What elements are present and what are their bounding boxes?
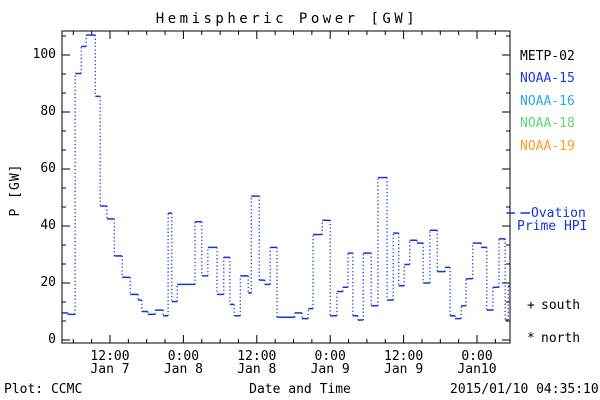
x-tick-date-label: Jan 9	[310, 362, 350, 377]
legend-item-noaa-15: NOAA-15	[520, 71, 575, 87]
x-tick-date-label: Jan 8	[163, 362, 203, 377]
x-tick-time-label: 12:00	[384, 349, 424, 364]
y-tick-label: 80	[40, 104, 56, 119]
axis-ticks	[62, 31, 510, 343]
x-tick-date-label: Jan10	[457, 362, 497, 377]
y-tick-label: 60	[40, 161, 56, 176]
ovation-legend-line2: Prime HPI	[517, 219, 588, 234]
y-tick-label: 100	[32, 47, 56, 62]
y-tick-label: 20	[40, 275, 56, 290]
legend-item-noaa-19: NOAA-19	[520, 138, 575, 154]
x-tick-date-label: Jan 7	[90, 362, 130, 377]
chart-title: Hemispheric Power [GW]	[155, 11, 419, 27]
x-tick-time-label: 12:00	[237, 349, 277, 364]
x-tick-date-label: Jan 9	[384, 362, 424, 377]
footer-plot-source: Plot: CCMC	[4, 382, 83, 397]
x-tick-time-label: 0:00	[167, 349, 200, 364]
legend-south: + south	[527, 299, 580, 312]
legend-item-noaa-18: NOAA-18	[520, 116, 575, 132]
legend-south-label: south	[541, 298, 581, 313]
legend-north: * north	[527, 332, 580, 345]
legend-item-metp-02: METP-02	[520, 49, 575, 64]
x-tick-date-label: Jan 8	[237, 362, 277, 377]
footer-timestamp: 2015/01/10 04:35:10	[450, 382, 599, 397]
x-tick-time-label: 12:00	[90, 349, 130, 364]
ovation-hpi-curve	[62, 34, 510, 321]
asterisk-symbol-icon: *	[527, 331, 535, 346]
y-tick-label: 0	[48, 332, 56, 347]
legend-north-label: north	[541, 331, 581, 346]
x-tick-time-label: 0:00	[461, 349, 493, 364]
y-tick-label: 40	[40, 218, 56, 233]
ovation-legend-line1: Ovation	[531, 206, 586, 221]
plus-symbol-icon: +	[527, 298, 535, 313]
x-axis-title: Date and Time	[249, 382, 351, 397]
legend-item-noaa-16: NOAA-16	[520, 93, 575, 109]
plot-frame	[61, 30, 511, 344]
x-tick-time-label: 0:00	[314, 349, 346, 364]
